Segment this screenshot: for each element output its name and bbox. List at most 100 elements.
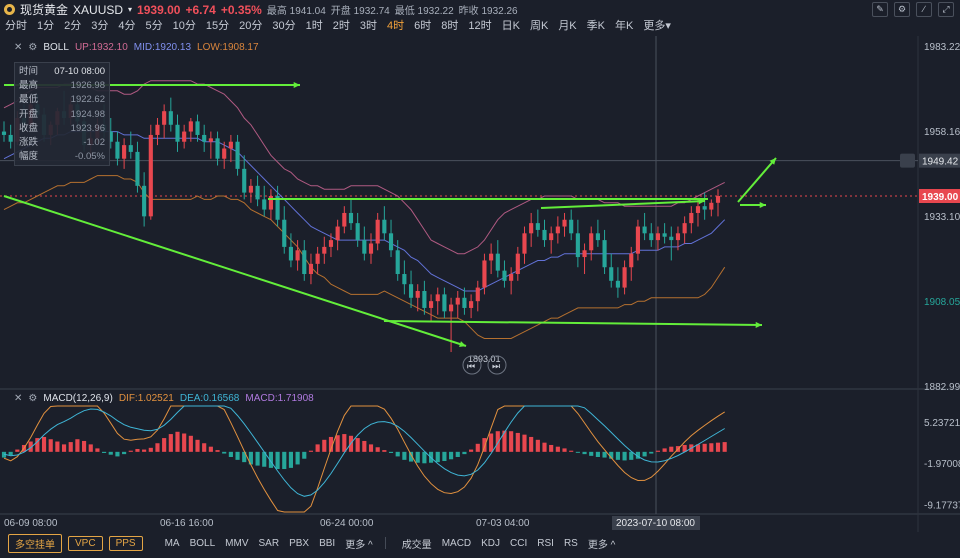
sub-indicator-2[interactable]: KDJ [481,537,501,549]
timeframe-1[interactable]: 1分 [37,20,55,32]
timeframe-6[interactable]: 10分 [172,20,196,32]
macd-histogram-bar [115,451,120,457]
main-indicator-6[interactable]: 更多 ^ [345,539,373,551]
macd-histogram-bar [535,439,540,452]
settings-icon[interactable]: ⚙ [894,2,910,17]
timeframe-9[interactable]: 30分 [272,20,296,32]
timeframe-15[interactable]: 8时 [441,20,459,32]
timeframe-2[interactable]: 2分 [64,20,82,32]
candle-body [669,236,674,241]
timeframe-19[interactable]: 月K [558,20,577,32]
macd-histogram-bar [248,451,253,465]
candle-body [282,219,287,247]
main-indicator-2[interactable]: MMV [225,537,249,549]
chevron-down-icon[interactable]: ▾ [128,5,133,14]
price-tick-label: 1933.10 [924,212,960,223]
drawing-line-icon[interactable]: ∕ [916,2,932,17]
timeframe-0[interactable]: 分时 [5,20,27,32]
chart-canvas[interactable]: 1983.22 1958.16 1933.10 1908.05 1882.99 1949.… [0,36,960,532]
timeframe-11[interactable]: 2时 [332,20,350,32]
sub-indicator-4[interactable]: RSI [537,537,554,549]
candle-body [408,284,414,298]
timeframe-14[interactable]: 6时 [414,20,432,32]
timeframe-7[interactable]: 15分 [205,20,230,32]
macd-histogram-bar [602,451,607,458]
annotation-arrow-up-head [769,158,776,165]
macd-histogram-bar [242,451,247,463]
boll-label: BOLL [43,42,69,53]
candle-body [328,240,334,247]
timeframe-4[interactable]: 4分 [118,20,136,32]
candle-body [335,226,340,241]
time-cursor-label: 2023-07-10 08:00 [616,518,695,529]
main-indicator-1[interactable]: BOLL [189,537,216,549]
draw-tools-icon[interactable]: ✎ [872,2,888,17]
candle-body [342,212,347,227]
candle-body [222,148,227,159]
macd-histogram-bar [61,444,67,452]
ohlc-key: 最低 [19,94,39,106]
pill-button-1[interactable]: VPC [68,535,103,551]
macd-histogram-bar [522,434,527,452]
timeframe-8[interactable]: 20分 [239,20,263,32]
macd-histogram-bar [609,451,614,459]
macd-histogram-bar [635,451,640,459]
macd-histogram-bar [582,451,587,455]
macd-histogram-bar [68,442,73,452]
close-macd-icon[interactable]: ✕ [14,393,23,404]
macd-dif-value: DIF:1.02521 [118,393,174,404]
pill-button-2[interactable]: PPS [108,535,143,551]
macd-histogram-bar [215,450,220,452]
main-indicator-3[interactable]: SAR [258,537,280,549]
settings-indicator-icon[interactable]: ⚙ [28,42,38,53]
sub-indicator-6[interactable]: 更多 ^ [587,539,616,551]
candle-body [489,253,494,261]
main-indicator-5[interactable]: BBI [319,537,336,549]
timeframe-18[interactable]: 周K [529,20,549,32]
macd-histogram-bar [709,443,714,452]
timeframe-5[interactable]: 5分 [145,20,163,32]
boll-up-value: UP:1932.10 [74,42,128,53]
candle-body [8,134,13,142]
macd-histogram-bar [482,438,487,452]
macd-histogram-bar [155,443,160,452]
sub-indicator-3[interactable]: CCI [510,537,528,549]
symbol-code[interactable]: XAUUSD [73,2,124,17]
candle-body [395,250,400,275]
sub-indicator-0[interactable]: 成交量 [401,539,432,551]
timeframe-12[interactable]: 3时 [359,20,377,32]
main-indicator-0[interactable]: MA [164,537,180,549]
macd-histogram-bar [1,451,7,458]
timeframe-22[interactable]: 更多▾ [643,20,671,32]
timeframe-21[interactable]: 年K [615,20,634,32]
main-indicator-4[interactable]: PBX [289,537,310,549]
candle-body [142,185,147,217]
price-tick-label: 1983.22 [924,42,960,53]
timeframe-17[interactable]: 日K [501,20,520,32]
symbol-name: 现货黄金 [20,3,69,17]
macd-histogram-bar [489,433,494,452]
timeframe-20[interactable]: 季K [586,20,605,32]
stat-prev-close: 昨收 1932.26 [458,6,518,17]
close-indicator-icon[interactable]: ✕ [14,42,23,53]
ohlc-row: 收盘 1923.96 [19,122,105,136]
boll-legend: ✕ ⚙ BOLL UP:1932.10 MID:1920.13 LOW:1908… [14,42,259,53]
candle-body [162,111,167,125]
sub-indicator-1[interactable]: MACD [441,537,472,549]
alarm-bell-icon [900,153,915,168]
macd-histogram-bar [562,448,567,452]
settings-macd-icon[interactable]: ⚙ [28,393,38,404]
timeframe-16[interactable]: 12时 [468,20,492,32]
sub-indicator-5[interactable]: RS [563,537,578,549]
fullscreen-icon[interactable]: ⤢ [938,2,954,17]
timeframe-3[interactable]: 3分 [91,20,109,32]
pill-button-0[interactable]: 多空挂单 [8,533,62,553]
macd-histogram-bar [48,439,53,452]
timeframe-13[interactable]: 4时 [387,20,405,32]
timeframe-10[interactable]: 1时 [305,20,323,32]
macd-histogram-bar [442,451,447,462]
ohlc-value: 1922.62 [70,94,105,106]
candle-body [215,138,220,159]
macd-histogram-bar [302,451,307,459]
macd-histogram-bar [589,451,594,456]
